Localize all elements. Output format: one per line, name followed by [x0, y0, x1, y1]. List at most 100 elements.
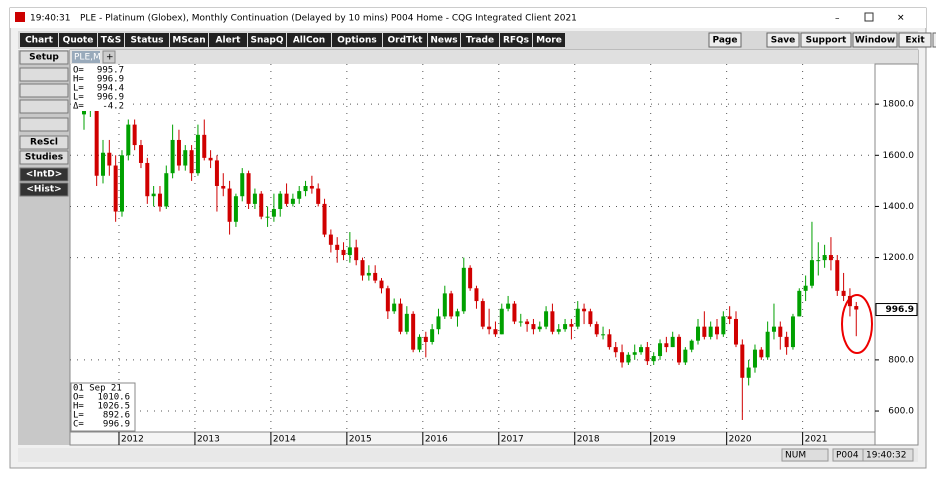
x-tick-label: 2014 — [273, 435, 296, 445]
toolbar-button[interactable] — [898, 32, 932, 48]
status-bar — [18, 448, 918, 462]
toolbar-button[interactable] — [708, 32, 742, 48]
close-button[interactable]: ✕ — [897, 14, 905, 24]
candle-body — [195, 134, 200, 174]
candle-body — [132, 124, 137, 146]
toolbar-button[interactable] — [461, 33, 499, 47]
side-panel — [18, 50, 70, 445]
toolbar-button-label: Alert — [216, 36, 242, 46]
candle-body — [854, 306, 859, 310]
info-key: O= — [73, 393, 84, 403]
last-price-tag — [875, 303, 918, 317]
candle-body — [708, 326, 713, 337]
info-key: H= — [73, 75, 84, 85]
x-tick-label: 2012 — [121, 435, 144, 445]
candle-body — [233, 196, 238, 222]
x-tick-label: 2020 — [729, 435, 752, 445]
candle-body — [651, 356, 656, 362]
candle-body — [430, 329, 435, 342]
tab[interactable] — [72, 51, 100, 63]
toolbar-button[interactable] — [533, 33, 565, 47]
toolbar-button[interactable] — [332, 33, 382, 47]
candle-body — [499, 308, 504, 335]
toolbar-button-label: Save — [771, 36, 796, 46]
y-tick-label: 1800.0 — [883, 100, 915, 110]
candle-body — [632, 352, 637, 355]
x-tick-label: 2017 — [501, 435, 524, 445]
candle-body — [157, 193, 162, 207]
x-tick-label: 2019 — [653, 435, 676, 445]
add-tab-icon: + — [106, 53, 114, 63]
toolbar-button[interactable] — [800, 32, 852, 48]
toolbar-button[interactable] — [500, 33, 532, 47]
window-title: PLE - Platinum (Globex), Monthly Continu… — [80, 14, 577, 24]
candle-body — [601, 334, 606, 336]
toolbar-button[interactable] — [932, 32, 936, 48]
toolbar-button[interactable] — [428, 33, 460, 47]
toolbar-button-label: Status — [131, 36, 164, 46]
toolbar-button[interactable] — [98, 33, 124, 47]
add-tab[interactable] — [102, 50, 116, 64]
candle-body — [613, 347, 618, 353]
candle-body — [607, 334, 612, 348]
candle-body — [354, 247, 359, 261]
side-button[interactable] — [19, 150, 69, 165]
info-value: 995.7 — [97, 66, 124, 76]
toolbar-button[interactable] — [125, 33, 169, 47]
y-tick-label: 600.0 — [888, 407, 914, 417]
candle-body — [664, 343, 669, 348]
x-tick-label: 2015 — [349, 435, 372, 445]
x-tick-label: 2021 — [805, 435, 828, 445]
toolbar-button-label: Chart — [25, 36, 54, 46]
side-icon-button[interactable] — [19, 67, 69, 82]
candle-body — [784, 336, 789, 348]
candle-body — [816, 260, 821, 262]
candle-body — [715, 326, 719, 335]
y-tick-label: 800.0 — [888, 355, 914, 365]
side-icon-button[interactable] — [19, 83, 69, 98]
info-key: L= — [73, 84, 84, 94]
toolbar-button[interactable] — [287, 33, 331, 47]
toolbar-button[interactable] — [248, 33, 286, 47]
top-info-panel — [71, 65, 133, 111]
side-button[interactable] — [19, 50, 69, 65]
minimize-button[interactable]: – — [835, 14, 840, 24]
status-text: NUM — [785, 451, 806, 461]
toolbar-button-label: AllCon — [293, 36, 325, 46]
toolbar-button[interactable] — [20, 33, 58, 47]
x-axis-strip — [69, 431, 876, 446]
candle-body — [284, 193, 289, 204]
candle-body — [252, 193, 257, 204]
status-cell — [781, 448, 829, 462]
candle-body — [442, 293, 447, 317]
toolbar-button[interactable] — [209, 33, 247, 47]
x-tick-label: 2013 — [197, 435, 220, 445]
side-icon-button[interactable] — [19, 117, 69, 132]
side-button[interactable] — [19, 182, 69, 197]
candle-body — [309, 185, 314, 189]
candle-body — [639, 347, 644, 353]
toolbar-button[interactable] — [766, 32, 800, 48]
candle-body — [797, 290, 802, 317]
side-button-label: <Hist> — [26, 185, 61, 195]
info-value: 996.9 — [97, 93, 124, 103]
side-button[interactable] — [19, 167, 69, 182]
candle-body — [183, 150, 188, 166]
candle-body — [790, 316, 795, 348]
info-value: 994.4 — [97, 84, 124, 94]
candle-body — [582, 308, 587, 312]
toolbar-button[interactable] — [383, 33, 427, 47]
side-button[interactable] — [19, 135, 69, 150]
info-key: H= — [73, 402, 84, 412]
toolbar-button[interactable] — [170, 33, 208, 47]
candle-body — [670, 336, 675, 348]
candle-body — [588, 311, 593, 325]
chart-pane — [69, 49, 919, 446]
candle-body — [208, 157, 213, 161]
candle-body — [119, 155, 124, 212]
toolbar-button[interactable] — [59, 33, 97, 47]
toolbar-button-label: Window — [855, 36, 895, 46]
maximize-button[interactable] — [864, 12, 874, 22]
side-icon-button[interactable] — [19, 99, 69, 114]
toolbar-button[interactable] — [852, 32, 898, 48]
